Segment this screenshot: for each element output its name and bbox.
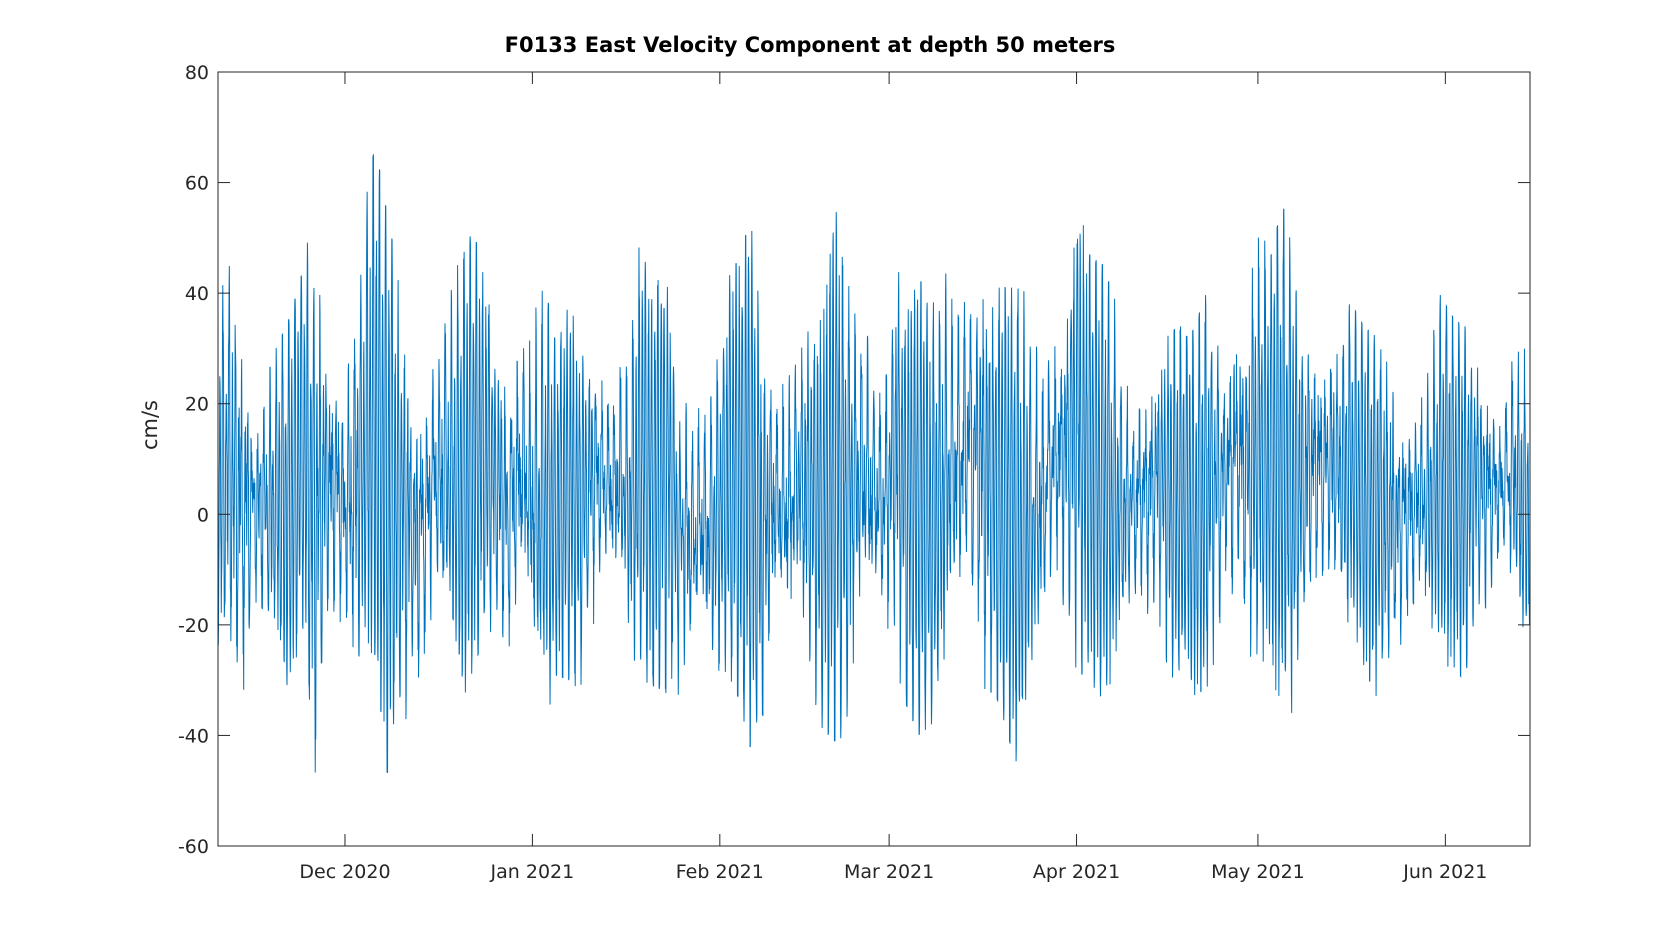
y-tick-label: 0 xyxy=(197,504,209,526)
axes-box xyxy=(217,71,1531,847)
y-tick-label: 80 xyxy=(185,62,209,84)
plot-area xyxy=(218,154,1530,773)
chart-title: F0133 East Velocity Component at depth 5… xyxy=(505,33,1116,57)
x-tick-label: Mar 2021 xyxy=(844,861,934,883)
axes: 80 60 40 20 0 -20 -40 -60 Dec 2020 Jan 2021 Feb 20… xyxy=(178,62,1531,883)
series-line xyxy=(218,154,1530,773)
x-tick-label: Jun 2021 xyxy=(1402,861,1487,883)
y-tick-label: -20 xyxy=(178,615,209,637)
x-tick-label: Dec 2020 xyxy=(299,861,390,883)
x-tick-label: May 2021 xyxy=(1211,861,1305,883)
y-tick-label: 60 xyxy=(185,173,209,195)
y-tick-label: -40 xyxy=(178,725,209,747)
y-tick-label: 20 xyxy=(185,394,209,416)
y-axis-label: cm/s xyxy=(138,400,162,450)
x-tick-label: Jan 2021 xyxy=(490,861,575,883)
x-tick-label: Apr 2021 xyxy=(1033,861,1120,883)
x-tick-label: Feb 2021 xyxy=(676,861,764,883)
y-tick-label: -60 xyxy=(178,836,209,858)
y-tick-label: 40 xyxy=(185,283,209,305)
